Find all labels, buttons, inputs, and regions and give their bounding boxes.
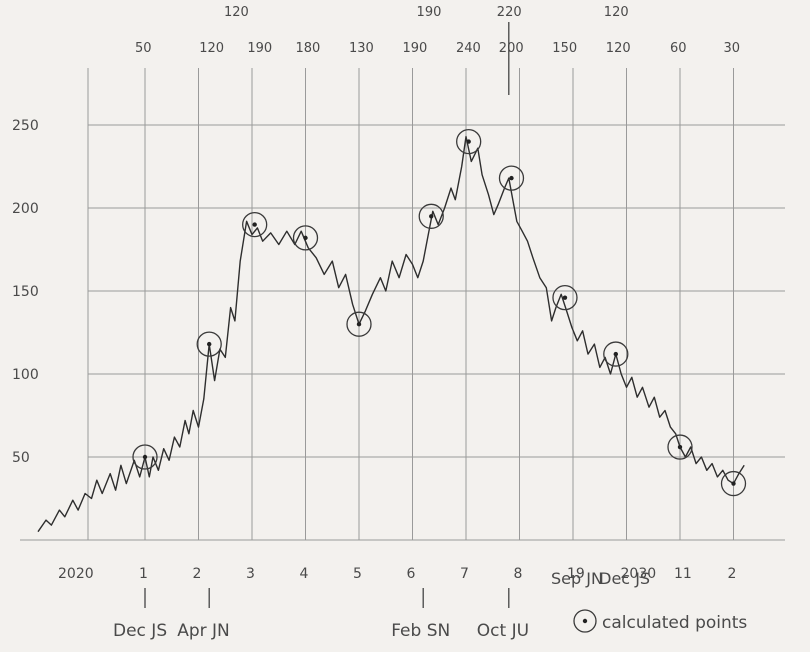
x-tick-label: 2030 [621,566,657,582]
annotation-label: Oct JU [477,621,529,641]
top-value-label: 190 [247,41,272,56]
upper-value-label: 220 [497,5,522,20]
x-tick-label: 3 [246,566,255,582]
annotation-label: Dec JS [113,621,167,641]
calculated-point-dot [252,222,257,227]
calculated-point-dot [677,444,683,450]
calculated-point-circle [242,211,268,238]
calculated-point [456,128,482,155]
calculated-point [418,203,444,229]
calculated-point [603,341,629,367]
calculated-point-circle [720,470,747,497]
top-value-label: 150 [552,41,577,56]
data-trace [37,135,745,533]
legend-dot [582,618,588,624]
y-tick-label: 250 [12,118,39,134]
x-tick-label: 5 [353,566,362,582]
y-tick-label: 50 [12,450,30,466]
top-value-label: 180 [296,41,321,56]
x-start-label: 2020 [58,566,94,582]
calculated-point-dot [303,235,308,241]
top-value-label: 30 [724,41,741,56]
upper-value-label: 190 [417,5,442,20]
top-value-label: 240 [456,41,481,56]
calculated-point [667,434,693,460]
x-tick-label: 4 [300,566,309,582]
calculated-point [196,331,222,357]
calculated-point-dot [207,341,212,347]
upper-value-label: 120 [224,5,249,20]
calculated-point-circle [346,311,372,337]
calculated-point [498,165,525,191]
x-tick-label: 2 [193,566,202,582]
calculated-point-circle [196,331,222,357]
top-value-label: 120 [606,41,631,56]
legend-label: calculated points [602,613,747,633]
legend-circle [573,609,597,633]
x-tick-label: 11 [674,566,692,582]
calculated-point-dot [731,481,736,486]
calculated-point-circle [603,341,629,367]
calculated-point-circle [292,225,319,251]
x-tick-label: 6 [407,566,416,582]
calculated-point-circle [456,128,482,155]
calculated-point [242,211,268,238]
calculated-point-circle [418,203,444,229]
legend: calculated points [573,609,747,633]
x-tick-label: 2 [728,566,737,582]
y-tick-label: 100 [12,367,39,383]
top-value-label: 200 [499,41,524,56]
calculated-point-circle [667,434,693,460]
calculated-point-circle [552,284,578,311]
calculated-point-dot [562,295,568,300]
calculated-point-dot [509,175,514,181]
top-value-label: 60 [670,41,687,56]
calculated-point [552,284,578,311]
calculated-point [292,225,319,251]
annotation-label: Dec JS [599,569,650,588]
upper-value-label: 120 [604,5,629,20]
annotation-label: Apr JN [177,621,230,641]
x-tick-label: 8 [514,566,523,582]
top-value-label: 50 [135,41,152,56]
annotation-label: Feb SN [391,621,450,641]
top-value-label: 130 [349,41,374,56]
x-tick-label: 19 [567,566,585,582]
calculated-point-dot [142,454,148,460]
calculated-point-dot [466,139,471,144]
y-tick-label: 150 [12,284,39,300]
top-value-label: 120 [199,41,224,56]
annotation-label: Sep JN [551,569,603,588]
calculated-point-circle [498,165,525,191]
top-value-label: 190 [403,41,428,56]
calculated-point-dot [429,214,434,219]
calculated-point [346,311,372,337]
y-tick-label: 200 [12,201,39,217]
calculated-point-dot [613,351,618,357]
calculated-point-dot [356,322,362,327]
calculated-point [720,470,747,497]
x-tick-label: 1 [139,566,148,582]
calculated-point-circle [132,444,158,470]
calculated-point [132,444,158,470]
x-tick-label: 7 [460,566,469,582]
